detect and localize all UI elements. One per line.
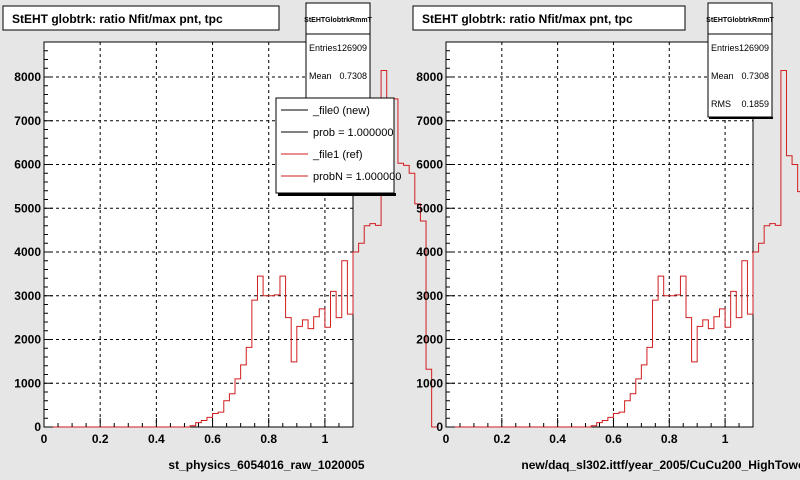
legend-entry-label: probN = 1.000000 (313, 171, 401, 183)
grid (446, 42, 753, 427)
stats-rms-label: RMS (711, 99, 731, 109)
stats-shadow (709, 117, 773, 119)
chart-panel-2: 0 0.2 0.4 0.6 0.8 1 0 1000 2000 3000 4000 5000 6000 7… (412, 2, 800, 472)
y-tick-label: 5000 (416, 201, 443, 215)
y-tick-label: 8000 (14, 70, 41, 84)
x-tick-label: 0.2 (493, 432, 510, 446)
stats-name: StEHTGlobtrkRmmT (706, 17, 774, 24)
axes: 0 0.2 0.4 0.6 0.8 1 0 1000 2000 3000 4000 5000 6000 7… (14, 50, 340, 446)
y-tick-label: 2000 (14, 333, 41, 347)
histogram-series (44, 69, 438, 428)
stats-frame (707, 2, 773, 118)
y-tick-label: 6000 (416, 158, 443, 172)
x-tick-label: 0.4 (549, 432, 566, 446)
y-tick-label: 1000 (14, 376, 41, 390)
stats-mean-label: Mean (309, 71, 332, 81)
chart-title-box: StEHT globtrk: ratio Nfit/max pnt, tpc (412, 5, 686, 31)
title-frame (2, 5, 280, 31)
chart-title: StEHT globtrk: ratio Nfit/max pnt, tpc (422, 12, 633, 26)
stats-mean-value: 0.7308 (741, 71, 769, 81)
legend-entry-label: _file1 (ref) (312, 149, 363, 161)
y-tick-label: 6000 (14, 158, 41, 172)
x-tick-label: 1 (722, 432, 729, 446)
x-tick-label: 0 (443, 432, 450, 446)
y-tick-label: 7000 (416, 114, 443, 128)
chart-title-box: StEHT globtrk: ratio Nfit/max pnt, tpc (2, 5, 280, 31)
y-tick-label: 4000 (14, 245, 41, 259)
stats-mean-label: Mean (711, 71, 734, 81)
x-tick-label: 0 (41, 432, 48, 446)
histogram-line (446, 69, 800, 428)
y-tick-label: 0 (34, 420, 41, 434)
stats-entries-value: 126909 (337, 43, 367, 53)
x-tick-label: 0.6 (605, 432, 622, 446)
grid (44, 42, 353, 427)
legend: _file0 (new) prob = 1.000000 _file1 (ref) p… (275, 97, 401, 196)
y-tick-label: 4000 (416, 245, 443, 259)
histogram-series (446, 69, 800, 428)
y-tick-label: 3000 (416, 289, 443, 303)
y-tick-label: 5000 (14, 201, 41, 215)
y-tick-label: 2000 (416, 333, 443, 347)
y-tick-label: 7000 (14, 114, 41, 128)
legend-frame (275, 97, 395, 194)
x-tick-label: 0.2 (92, 432, 109, 446)
x-axis-label: new/daq_sl302.ittf/year_2005/CuCu200_Hig… (521, 458, 800, 472)
x-tick-label: 1 (322, 432, 329, 446)
stats-entries-label: Entries (309, 43, 338, 53)
legend-entry-label: _file0 (new) (312, 105, 370, 117)
x-tick-label: 0.8 (260, 432, 277, 446)
stats-name: StEHTGlobtrkRmmT (304, 17, 372, 24)
y-tick-label: 8000 (416, 70, 443, 84)
x-tick-label: 0.4 (148, 432, 165, 446)
stats-mean-value: 0.7308 (339, 71, 367, 81)
chart-title: StEHT globtrk: ratio Nfit/max pnt, tpc (12, 12, 223, 26)
legend-entry-label: prob = 1.000000 (313, 127, 393, 139)
plot-area (445, 41, 754, 428)
chart-panel-1: 0 0.2 0.4 0.6 0.8 1 0 1000 2000 3000 4000 5000 6000 7… (2, 2, 438, 472)
y-tick-label: 1000 (416, 376, 443, 390)
x-tick-label: 0.6 (204, 432, 221, 446)
histogram-line (44, 69, 438, 428)
axes: 0 0.2 0.4 0.6 0.8 1 0 1000 2000 3000 4000 5000 6000 7… (416, 50, 740, 446)
title-frame (412, 5, 686, 31)
legend-shadow (278, 193, 396, 196)
stats-rms-value: 0.1859 (741, 99, 769, 109)
stats-entries-label: Entries (711, 43, 740, 53)
y-tick-label: 0 (436, 420, 443, 434)
stats-entries-value: 126909 (739, 43, 769, 53)
y-tick-label: 3000 (14, 289, 41, 303)
x-axis-label: st_physics_6054016_raw_1020005 (168, 458, 364, 472)
x-tick-label: 0.8 (661, 432, 678, 446)
